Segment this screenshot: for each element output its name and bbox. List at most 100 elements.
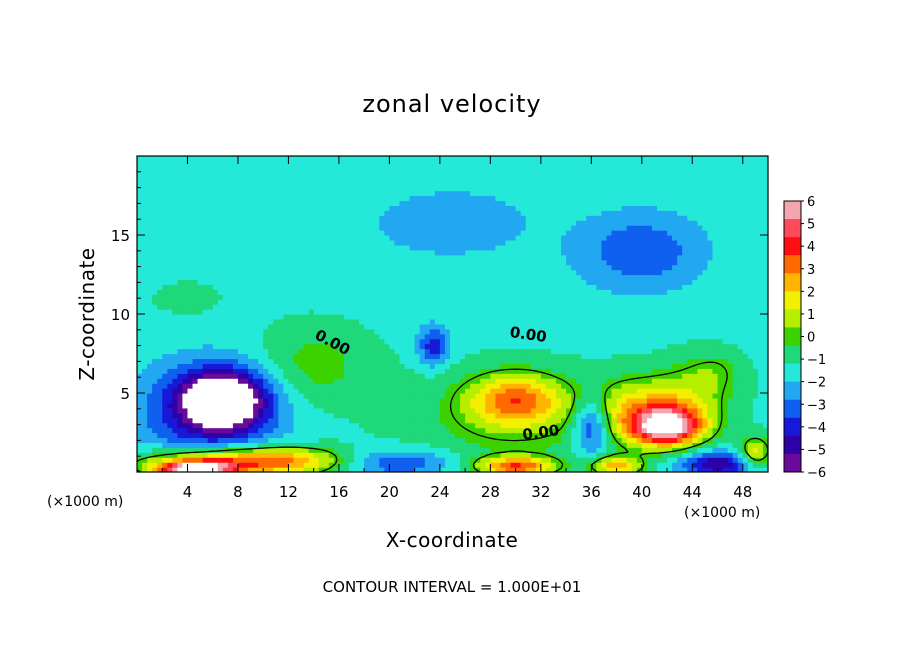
- field-cell: [757, 417, 764, 424]
- field-cell: [232, 284, 239, 290]
- field-cell: [747, 353, 754, 360]
- field-cell: [555, 358, 562, 364]
- field-cell: [732, 452, 739, 458]
- field-cell: [581, 442, 587, 448]
- field-cell: [222, 462, 229, 468]
- field-cell: [591, 323, 597, 330]
- field-cell: [434, 314, 441, 320]
- field-cell: [439, 363, 446, 369]
- field-cell: [293, 353, 300, 360]
- field-cell: [232, 422, 239, 429]
- field-cell: [142, 397, 148, 404]
- field-cell: [227, 388, 234, 394]
- field-cell: [636, 363, 643, 369]
- field-cell: [702, 383, 709, 389]
- field-cell: [202, 274, 209, 281]
- field-cell: [586, 318, 592, 325]
- field-cell: [555, 314, 562, 320]
- field-cell: [646, 279, 653, 285]
- field-cell: [712, 294, 719, 300]
- field-cell: [394, 323, 401, 330]
- field-cell: [162, 462, 168, 468]
- field-cell: [444, 309, 451, 315]
- field-cell: [682, 407, 688, 414]
- field-cell: [202, 397, 209, 404]
- field-cell: [762, 368, 768, 374]
- field-cell: [641, 318, 648, 325]
- field-cell: [364, 323, 370, 330]
- field-cell: [752, 447, 759, 453]
- field-cell: [248, 279, 254, 285]
- field-cell: [197, 467, 204, 472]
- field-cell: [460, 294, 466, 300]
- field-cell: [722, 299, 729, 305]
- field-cell: [449, 353, 456, 360]
- field-cell: [449, 447, 456, 453]
- field-cell: [742, 348, 749, 355]
- field-cell: [470, 437, 476, 443]
- field-cell: [530, 363, 537, 369]
- field-cell: [742, 437, 749, 443]
- field-cell: [429, 378, 436, 384]
- field-cell: [449, 314, 456, 320]
- field-cell: [419, 432, 426, 439]
- field-cell: [434, 397, 441, 404]
- field-cell: [520, 412, 527, 419]
- field-cell: [429, 284, 436, 290]
- field-cell: [646, 338, 653, 345]
- field-cell: [157, 373, 163, 379]
- field-cell: [682, 368, 688, 374]
- field-cell: [369, 314, 375, 320]
- field-cell: [485, 422, 491, 429]
- field-cell: [338, 452, 345, 458]
- field-cell: [278, 353, 284, 360]
- field-cell: [530, 452, 537, 458]
- field-cell: [313, 363, 320, 369]
- field-cell: [298, 294, 305, 300]
- field-cell: [227, 299, 234, 305]
- field-cell: [535, 338, 542, 345]
- field-cell: [288, 304, 295, 310]
- field-cell: [157, 402, 163, 409]
- field-cell: [303, 422, 310, 429]
- field-cell: [369, 299, 375, 305]
- field-cell: [182, 299, 189, 305]
- field-cell: [283, 274, 290, 281]
- field-cell: [167, 353, 173, 360]
- field-cell: [520, 323, 527, 330]
- field-cell: [384, 333, 390, 340]
- field-cell: [237, 378, 244, 384]
- field-cell: [187, 437, 194, 443]
- field-cell: [192, 417, 199, 424]
- field-cell: [561, 343, 567, 350]
- field-cell: [757, 378, 764, 384]
- field-cell: [747, 299, 754, 305]
- field-cell: [333, 393, 340, 399]
- field-cell: [596, 274, 603, 281]
- field-cell: [369, 323, 375, 330]
- field-cell: [697, 373, 703, 379]
- field-cell: [490, 323, 497, 330]
- field-cell: [222, 368, 229, 374]
- field-cell: [152, 299, 158, 305]
- field-cell: [142, 304, 148, 310]
- field-cell: [555, 388, 562, 394]
- field-cell: [429, 432, 436, 439]
- field-cell: [142, 314, 148, 320]
- field-cell: [288, 462, 295, 468]
- field-cell: [520, 422, 527, 429]
- field-cell: [222, 353, 229, 360]
- field-cell: [576, 417, 582, 424]
- field-cell: [409, 348, 416, 355]
- field-cell: [177, 289, 184, 295]
- field-cell: [253, 284, 259, 290]
- field-cell: [586, 274, 592, 281]
- field-cell: [727, 338, 734, 345]
- field-cell: [384, 314, 390, 320]
- field-cell: [192, 407, 199, 414]
- field-cell: [515, 318, 522, 325]
- field-cell: [152, 407, 158, 414]
- field-cell: [207, 427, 214, 434]
- field-cell: [717, 467, 724, 472]
- field-cell: [328, 279, 335, 285]
